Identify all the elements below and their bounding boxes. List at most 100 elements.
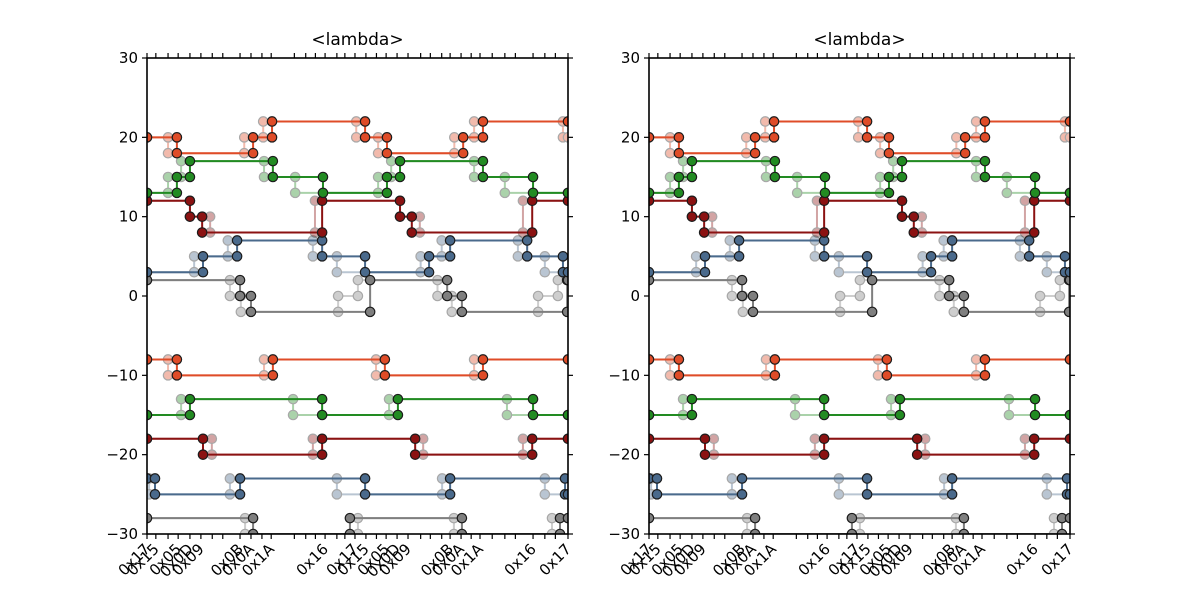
data-point (649, 266, 655, 278)
data-point (854, 274, 866, 286)
data-point (468, 171, 480, 183)
data-point (894, 393, 906, 405)
data-point (861, 132, 873, 143)
data-point (749, 147, 761, 159)
data-point (1064, 132, 1070, 143)
data-point (197, 251, 209, 262)
y-tick-label: −10 (106, 366, 138, 384)
data-point (747, 306, 759, 318)
data-point (951, 132, 962, 143)
data-point (979, 155, 991, 167)
data-point (526, 227, 538, 238)
series-darkred-upper (147, 195, 568, 238)
data-point (970, 171, 982, 183)
data-point (552, 290, 564, 302)
series-gray-upper-ghost (147, 274, 568, 318)
data-point (267, 155, 279, 167)
data-point (854, 290, 866, 302)
data-point (477, 370, 489, 381)
data-point (896, 211, 908, 222)
data-point (359, 251, 371, 262)
data-point (444, 473, 456, 484)
data-point (881, 370, 893, 381)
data-point (409, 433, 421, 445)
data-point (861, 473, 873, 484)
data-point (441, 290, 453, 302)
data-point (768, 116, 780, 127)
data-point (364, 306, 376, 318)
data-point (162, 370, 174, 381)
data-point (649, 409, 655, 421)
data-point (979, 171, 991, 183)
data-point (818, 449, 830, 460)
data-point (1064, 433, 1070, 445)
data-point (184, 195, 196, 207)
data-point (175, 393, 187, 405)
data-point (539, 266, 551, 278)
data-point (1034, 290, 1046, 302)
data-point (673, 171, 685, 183)
x-tick-label: 0x17 (536, 540, 575, 579)
data-point (258, 171, 270, 183)
data-point (649, 274, 655, 286)
data-point (1064, 274, 1070, 286)
data-point (649, 354, 655, 365)
data-point (1063, 306, 1070, 318)
data-point (350, 132, 362, 143)
data-point (883, 132, 895, 143)
data-point (184, 211, 196, 222)
data-point (381, 187, 393, 199)
data-point (958, 512, 970, 524)
subplot-title-right: <lambda> (813, 30, 906, 50)
data-point (861, 251, 873, 262)
data-point (456, 290, 468, 302)
data-point (1028, 433, 1040, 445)
data-point (526, 433, 538, 445)
data-point (224, 290, 236, 302)
data-point (149, 489, 161, 500)
y-tick-label: 0 (128, 287, 138, 305)
data-point (317, 187, 329, 199)
data-point (526, 449, 538, 460)
data-point (833, 266, 845, 278)
data-point (726, 290, 738, 302)
data-point (521, 251, 533, 262)
data-point (235, 306, 247, 318)
data-point (959, 147, 971, 159)
data-point (196, 227, 208, 238)
tick-marks (142, 53, 573, 539)
data-point (686, 171, 698, 183)
data-point (381, 171, 393, 183)
data-point (477, 171, 489, 183)
data-point (184, 155, 196, 167)
data-point (197, 266, 209, 278)
data-point (477, 354, 489, 365)
series-gray-upper (147, 274, 568, 318)
data-point (768, 132, 780, 143)
series-steelblue-upper (649, 235, 1070, 278)
data-point (171, 171, 183, 183)
series-darkred-lower (147, 433, 568, 460)
data-point (699, 449, 711, 460)
data-point (245, 290, 257, 302)
data-point (521, 235, 533, 246)
data-point (477, 116, 489, 127)
data-point (1064, 266, 1070, 278)
data-point (287, 409, 299, 421)
y-tick-label: 30 (119, 49, 138, 67)
data-point (561, 306, 568, 318)
y-tick-label: 10 (119, 208, 138, 226)
data-point (760, 354, 772, 365)
data-point (446, 306, 458, 318)
data-point (344, 512, 356, 524)
data-point (394, 155, 406, 167)
data-point (724, 235, 736, 246)
data-point (769, 155, 781, 167)
data-point (1041, 266, 1053, 278)
data-point (736, 290, 748, 302)
data-point (539, 489, 551, 500)
data-point (946, 473, 958, 484)
data-point (449, 132, 460, 143)
data-point (468, 354, 480, 365)
